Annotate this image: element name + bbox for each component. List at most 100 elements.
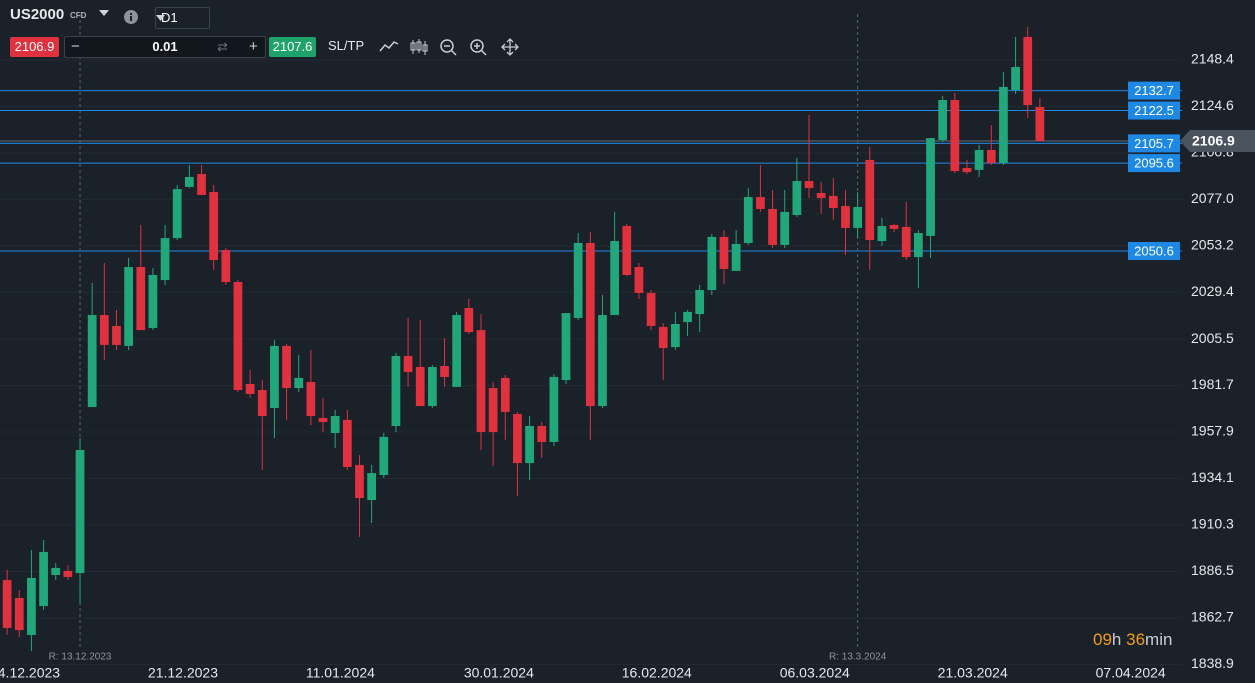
candle-body	[75, 449, 85, 574]
candle-body	[330, 416, 340, 434]
level-label-box	[1128, 154, 1180, 173]
sell-button[interactable]: 2106.9	[10, 37, 59, 57]
timer-hours-unit: h	[1111, 630, 1122, 649]
candle-body	[428, 366, 437, 407]
candle-body	[233, 282, 243, 391]
candle-body	[367, 473, 376, 500]
candle-body	[780, 211, 790, 245]
candle-body	[719, 236, 729, 269]
candle-body	[610, 241, 619, 316]
candle-body	[342, 419, 352, 467]
timer-hours: 09	[1093, 630, 1112, 649]
candle-body	[622, 225, 632, 275]
candle-body	[841, 206, 850, 228]
y-tick-label: 1910.3	[1191, 516, 1234, 532]
event-label: R: 13.12.2023	[49, 652, 112, 663]
candle-body	[914, 233, 923, 258]
plus-button[interactable]: +	[249, 38, 258, 55]
candle-body	[415, 366, 425, 407]
symbol-dropdown[interactable]	[99, 10, 109, 16]
candle-body	[804, 181, 814, 189]
minus-button[interactable]: −	[71, 38, 80, 55]
candle-body	[112, 325, 121, 345]
y-tick-label: 2148.4	[1191, 51, 1234, 67]
candle-body	[1023, 36, 1033, 106]
buy-button[interactable]: 2107.6	[269, 37, 316, 57]
zoom-out-icon[interactable]	[439, 38, 459, 56]
volume: 0.01	[152, 39, 178, 54]
candle-body	[318, 417, 328, 423]
pan-icon[interactable]	[500, 38, 520, 56]
level-label: 2095.6	[1134, 156, 1174, 171]
candle-body	[828, 195, 838, 209]
candle-body	[379, 436, 389, 475]
candle-body	[500, 377, 510, 412]
candle-body	[974, 149, 984, 170]
level-label-box	[1128, 134, 1180, 153]
zoom-in-icon[interactable]	[469, 38, 489, 56]
candle-body	[148, 274, 158, 328]
candle-body	[999, 86, 1008, 164]
candle-body	[537, 425, 547, 442]
candle-body	[476, 330, 486, 433]
candle-body	[185, 176, 194, 187]
candle-body	[136, 266, 146, 331]
candle-body	[270, 345, 279, 409]
x-tick-label: 21.12.2023	[148, 665, 218, 681]
last-price-box	[1180, 130, 1255, 153]
x-tick-label: 30.01.2024	[464, 665, 534, 681]
candle-body	[792, 181, 802, 216]
y-tick-label: 1934.1	[1191, 469, 1234, 485]
candle-body	[452, 315, 462, 387]
candle-body	[768, 208, 777, 245]
symbol-type: CFD	[70, 11, 87, 20]
candle-body	[756, 197, 765, 209]
candle-body	[282, 345, 291, 389]
candle-timer: 09h 36min	[1093, 630, 1172, 650]
x-tick-label: 11.01.2024	[306, 665, 375, 681]
candle-body	[598, 315, 607, 407]
candle-body	[63, 570, 73, 577]
y-tick-label: 1862.7	[1191, 609, 1234, 625]
level-label: 2105.7	[1134, 136, 1174, 151]
candle-body	[2, 580, 12, 628]
candle-body	[513, 414, 522, 464]
candle-body	[209, 191, 219, 260]
timer-minutes-unit: min	[1145, 630, 1173, 649]
dropdown-arrow	[156, 15, 165, 21]
candle-body	[938, 99, 948, 141]
x-tick-label: 07.04.2024	[1096, 665, 1166, 681]
line-chart-icon[interactable]	[379, 38, 399, 56]
candle-body	[707, 236, 717, 291]
candle-body	[172, 189, 182, 239]
candle-chart-icon[interactable]	[409, 38, 429, 56]
candle-body	[731, 243, 741, 271]
y-tick-label: 1981.7	[1191, 376, 1234, 392]
info-icon[interactable]	[123, 9, 139, 25]
y-tick-label: 1957.9	[1191, 423, 1234, 439]
candle-body	[440, 366, 449, 377]
y-tick-label: 1838.9	[1191, 655, 1234, 671]
x-tick-label: 21.03.2024	[938, 665, 1008, 681]
candle-body	[14, 598, 24, 631]
candle-body	[549, 376, 559, 442]
timeframe-select[interactable]: D1	[155, 7, 210, 29]
candle-body	[573, 242, 583, 318]
symbol[interactable]: US2000	[10, 6, 65, 23]
sltp-button[interactable]: SL/TP	[328, 38, 365, 53]
candle-body	[889, 224, 899, 229]
candle-body	[87, 315, 97, 408]
candle-body	[39, 551, 48, 607]
candle-body	[962, 167, 972, 173]
level-label: 2050.6	[1134, 243, 1174, 258]
y-tick-label: 2005.5	[1191, 330, 1234, 346]
volume-input[interactable]: − 0.01 ⇄ +	[64, 36, 266, 58]
candle-body	[926, 138, 935, 236]
candle-body	[464, 308, 474, 333]
candle-body	[51, 567, 61, 575]
swap-icon[interactable]: ⇄	[217, 39, 228, 54]
y-tick-label: 1886.5	[1191, 562, 1234, 578]
candle-body	[197, 174, 206, 195]
